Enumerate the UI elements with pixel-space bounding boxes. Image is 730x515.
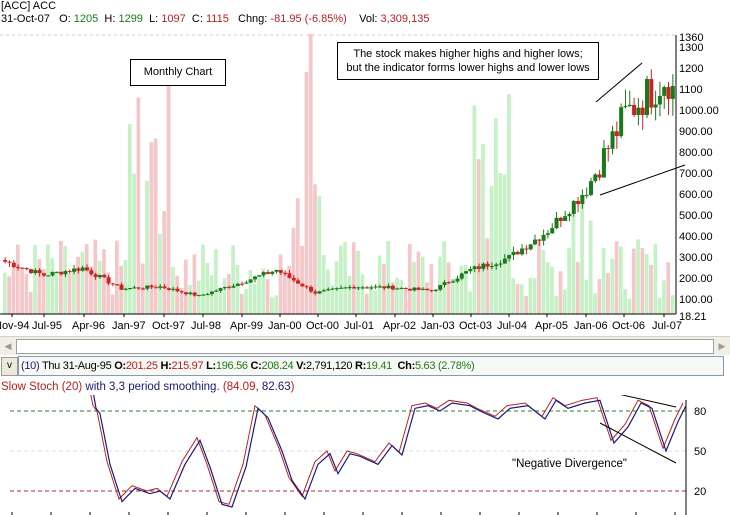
close-value: 1115 [205, 13, 229, 25]
svg-text:Jul-07: Jul-07 [652, 320, 682, 332]
cursor-info-bar: v (10) Thu 31-Aug-95 O:201.25 H:215.97 L… [0, 356, 730, 376]
monthly-chart-label: Monthly Chart [130, 59, 226, 86]
svg-text:Jan-06: Jan-06 [574, 320, 608, 332]
divergence-note-line2: but the indicator forms lower highs and … [346, 62, 590, 74]
ohlc-summary: 31-Oct-07 O: 1205 H: 1299 L: 1097 C: 111… [1, 13, 429, 25]
low-label: L: [149, 13, 159, 25]
svg-text:Apr-05: Apr-05 [535, 320, 568, 332]
indicator-title: Slow Stoch (20) with 3,3 period smoothin… [1, 381, 295, 393]
svg-text:1360: 1360 [679, 32, 703, 44]
bar-index: (10) [21, 360, 40, 372]
svg-text:Jan-97: Jan-97 [112, 320, 146, 332]
indicator-desc: with 3,3 period smoothing. [85, 381, 220, 393]
paren-close: ) [290, 381, 295, 393]
svg-text:50: 50 [694, 446, 706, 458]
h-label: H: [160, 360, 172, 372]
svg-text:Jul-01: Jul-01 [344, 320, 374, 332]
o-label: O: [114, 360, 126, 372]
c-value: 208.24 [261, 360, 294, 372]
close-label: C: [191, 13, 203, 25]
open-label: O: [59, 13, 71, 25]
v-label: V: [296, 360, 306, 372]
svg-text:100.00: 100.00 [679, 294, 713, 306]
svg-text:800.00: 800.00 [679, 147, 713, 159]
svg-text:1200: 1200 [679, 63, 703, 75]
svg-text:Jul-95: Jul-95 [32, 320, 62, 332]
svg-text:400.00: 400.00 [679, 231, 713, 243]
paren-open: ( [222, 381, 227, 393]
r-label: R: [354, 360, 366, 372]
change-value: -81.95 (-6.85%) [270, 13, 347, 25]
v-value: 2,791,120 [305, 360, 353, 372]
svg-text:20: 20 [694, 486, 706, 498]
divergence-note: The stock makes higher highs and higher … [337, 42, 599, 80]
o-value: 201.25 [125, 360, 158, 372]
symbol-title: [ACC] ACC [1, 0, 57, 12]
stochastic-chart[interactable]: 80 50 20 [0, 395, 730, 515]
v-button[interactable]: v [1, 357, 18, 376]
svg-text:1000.00: 1000.00 [679, 105, 719, 117]
svg-text:Apr-96: Apr-96 [72, 320, 105, 332]
svg-text:18.21: 18.21 [679, 311, 707, 323]
l-label: L: [206, 360, 216, 372]
scroll-track[interactable] [16, 339, 714, 354]
svg-text:Jan-00: Jan-00 [268, 320, 302, 332]
stoch-d-value: 82.63 [261, 381, 291, 393]
ch-pct: (2.78%) [437, 360, 475, 372]
volume-value: 3,309,135 [380, 13, 430, 25]
volume-label: Vol: [359, 13, 378, 25]
scroll-left-icon[interactable]: ◀ [4, 341, 12, 351]
r-value: 19.41 [365, 360, 392, 372]
svg-text:700.00: 700.00 [679, 168, 713, 180]
stoch-k-value: 84.09 [226, 381, 256, 393]
l-value: 196.56 [215, 360, 248, 372]
cursor-date: Thu 31-Aug-95 [41, 360, 112, 372]
svg-text:Jul-98: Jul-98 [191, 320, 221, 332]
h-value: 215.97 [171, 360, 204, 372]
svg-text:Jul-04: Jul-04 [497, 320, 527, 332]
change-label: Chng: [238, 13, 268, 25]
indicator-name: Slow Stoch (20) [1, 381, 83, 393]
divergence-note-line1: The stock makes higher highs and higher … [353, 48, 583, 60]
svg-text:200.00: 200.00 [679, 273, 713, 285]
svg-text:Apr-02: Apr-02 [383, 320, 416, 332]
svg-text:80: 80 [694, 406, 706, 418]
svg-text:500.00: 500.00 [679, 210, 713, 222]
svg-text:Oct-03: Oct-03 [459, 320, 492, 332]
svg-text:300.00: 300.00 [679, 252, 713, 264]
svg-text:900.00: 900.00 [679, 126, 713, 138]
svg-text:Nov-94: Nov-94 [0, 320, 29, 332]
scroll-right-icon[interactable]: ▶ [718, 341, 726, 351]
horizontal-scrollbar[interactable]: ◀ ▶ [0, 336, 730, 355]
c-label: C: [250, 360, 262, 372]
svg-text:Oct-00: Oct-00 [306, 320, 339, 332]
open-value: 1205 [73, 13, 99, 25]
svg-text:Oct-97: Oct-97 [152, 320, 185, 332]
svg-text:Jan-03: Jan-03 [421, 320, 455, 332]
ch-label: Ch: [397, 360, 416, 372]
negative-divergence-label: "Negative Divergence" [512, 458, 627, 470]
svg-text:Oct-06: Oct-06 [612, 320, 645, 332]
low-value: 1097 [161, 13, 186, 25]
high-label: H: [104, 13, 116, 25]
cursor-info-text: (10) Thu 31-Aug-95 O:201.25 H:215.97 L:1… [18, 356, 724, 376]
svg-text:1100: 1100 [679, 84, 703, 96]
high-value: 1299 [118, 13, 143, 25]
bar-date: 31-Oct-07 [1, 13, 50, 25]
svg-text:600.00: 600.00 [679, 189, 713, 201]
svg-text:1300: 1300 [679, 42, 703, 54]
sep: , [255, 381, 259, 393]
svg-text:Apr-99: Apr-99 [230, 320, 263, 332]
ch-value: 5.63 [414, 360, 436, 372]
